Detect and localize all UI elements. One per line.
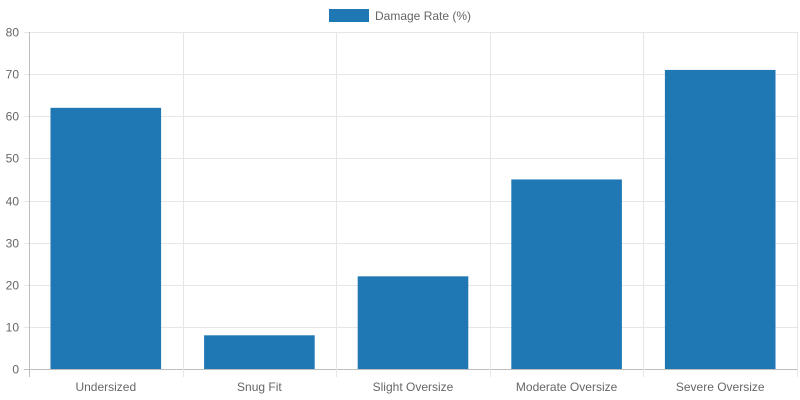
- legend-swatch: [329, 9, 369, 22]
- x-tick-label: Moderate Oversize: [516, 380, 618, 394]
- bars: [50, 69, 776, 369]
- bar[interactable]: [511, 179, 622, 369]
- x-axis: Undersized Snug Fit Slight Oversize Moderat…: [75, 380, 764, 394]
- y-tick-label: 10: [6, 321, 20, 335]
- bar[interactable]: [50, 107, 162, 369]
- x-tick-label: Slight Oversize: [373, 380, 454, 394]
- bar[interactable]: [204, 335, 315, 369]
- bar[interactable]: [357, 276, 469, 369]
- legend[interactable]: Damage Rate (%): [329, 9, 471, 23]
- y-tick-label: 50: [6, 152, 20, 166]
- y-tick-label: 60: [6, 110, 20, 124]
- y-tick-label: 80: [6, 26, 20, 40]
- y-tick-label: 20: [6, 279, 20, 293]
- y-tick-label: 0: [12, 363, 19, 377]
- x-tick-label: Undersized: [75, 380, 136, 394]
- y-tick-label: 40: [6, 195, 20, 209]
- legend-label: Damage Rate (%): [375, 9, 471, 23]
- x-tick-label: Snug Fit: [237, 380, 282, 394]
- y-tick-label: 70: [6, 68, 20, 82]
- bar[interactable]: [664, 69, 776, 369]
- y-axis: 0 10 20 30 40 50 60 70 80: [6, 26, 20, 377]
- x-tick-label: Severe Oversize: [676, 380, 765, 394]
- y-tick-label: 30: [6, 237, 20, 251]
